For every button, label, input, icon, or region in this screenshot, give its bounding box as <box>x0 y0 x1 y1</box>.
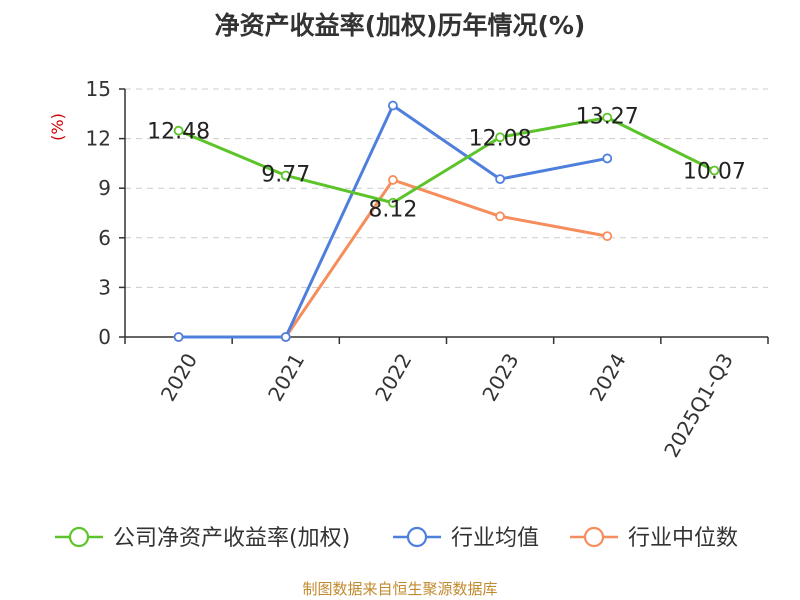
y-tick-label: 12 <box>86 127 111 151</box>
y-tick-labels: 0 3 6 9 12 15 <box>86 77 111 349</box>
y-axis-label: (%) <box>48 113 67 141</box>
data-point <box>602 231 613 242</box>
legend-label: 行业均值 <box>451 526 539 551</box>
legend[interactable]: 公司净资产收益率(加权) 行业均值 行业中位数 <box>55 526 738 551</box>
legend-marker <box>68 526 90 548</box>
data-point <box>280 170 291 181</box>
x-tick-label: 2022 <box>370 349 416 405</box>
y-tick-label: 0 <box>98 325 111 349</box>
x-tick-label: 2023 <box>477 349 523 405</box>
x-tick-label: 2020 <box>156 349 202 405</box>
chart-title: 净资产收益率(加权)历年情况(%) <box>214 11 586 40</box>
data-point <box>388 100 398 111</box>
data-point <box>495 174 505 185</box>
legend-label: 公司净资产收益率(加权) <box>113 526 350 551</box>
legend-label: 行业中位数 <box>628 526 738 551</box>
y-tick-label: 3 <box>98 275 111 299</box>
data-source-note: 制图数据来自恒生聚源数据库 <box>302 580 498 598</box>
data-point <box>173 332 184 342</box>
grid-lines <box>125 88 768 288</box>
data-label: 8.12 <box>368 198 417 223</box>
series-lines <box>173 100 720 342</box>
data-point <box>602 112 613 123</box>
x-tick-labels: 2020 2021 2022 2023 2024 2025Q1-Q3 <box>156 349 738 461</box>
legend-marker <box>406 526 428 548</box>
series-line <box>178 116 716 205</box>
data-point <box>388 197 398 208</box>
data-point <box>388 175 398 185</box>
data-label: 12.08 <box>469 126 532 151</box>
data-point <box>495 132 505 143</box>
data-labels: 12.48 9.77 8.12 12.08 13.27 10.07 <box>147 105 746 223</box>
x-tick-label: 2021 <box>263 349 309 405</box>
data-point <box>709 165 720 176</box>
y-tick-label: 6 <box>98 226 111 250</box>
y-tick-label: 9 <box>98 176 111 200</box>
data-label: 13.27 <box>576 105 639 130</box>
data-label: 12.48 <box>147 120 210 145</box>
legend-item[interactable]: 行业中位数 <box>570 526 738 551</box>
legend-item[interactable]: 公司净资产收益率(加权) <box>55 526 350 551</box>
data-label: 10.07 <box>683 160 746 185</box>
legend-item[interactable]: 行业均值 <box>393 526 539 551</box>
axes <box>119 88 769 344</box>
data-point <box>280 332 291 342</box>
x-tick-label: 2024 <box>585 349 631 405</box>
data-point <box>495 211 505 222</box>
data-label: 9.77 <box>261 162 310 187</box>
x-tick-label: 2025Q1-Q3 <box>659 349 738 461</box>
data-point <box>602 153 613 164</box>
y-tick-label: 15 <box>86 77 111 101</box>
data-point <box>173 125 184 136</box>
legend-marker <box>583 526 605 548</box>
